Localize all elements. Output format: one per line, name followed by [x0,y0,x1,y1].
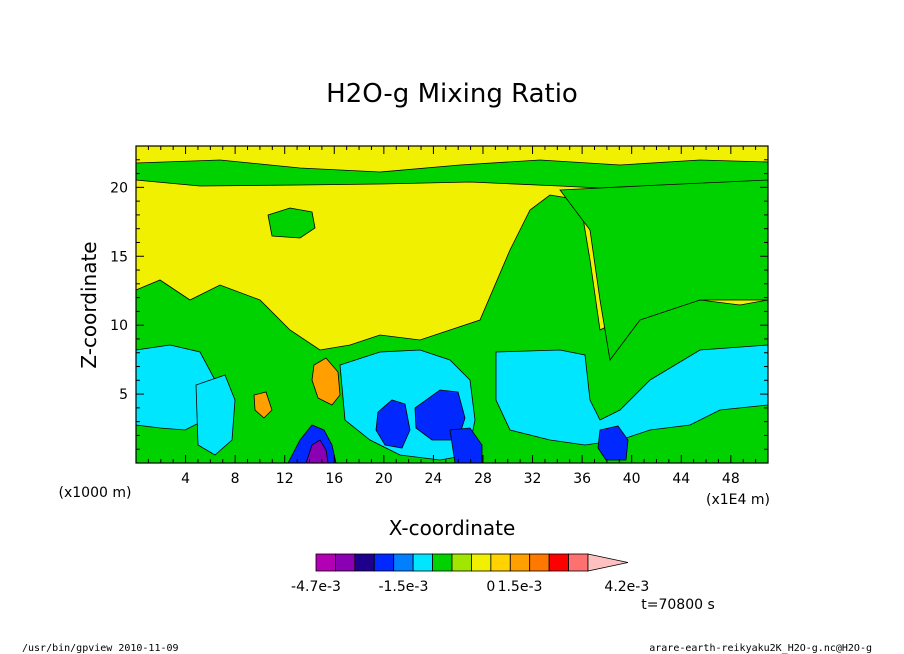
cyan-left-mid [195,374,236,456]
green-small-patch [267,207,316,239]
blue-right [597,425,629,461]
colorbar-segment [432,553,453,572]
orange-core [311,357,341,406]
colorbar-label: -4.7e-3 [291,579,341,595]
x-tick-label: 48 [722,471,740,487]
colorbar-segment [471,553,492,572]
colorbar-segment [335,553,356,572]
x-tick-label: 4 [181,471,190,487]
colorbar-segment [412,553,433,572]
colorbar-segment [373,553,395,572]
x-unit-left: (x1000 m) [59,485,132,501]
chart-title: H2O-g Mixing Ratio [326,79,578,109]
x-tick-label: 40 [623,471,641,487]
plot-area [135,145,769,464]
orange-small [253,391,273,419]
y-tick-label: 5 [119,387,128,403]
x-tick-label: 20 [375,471,393,487]
colorbar-label: -1.5e-3 [378,579,428,595]
x-tick-label: 16 [325,471,343,487]
colorbar-label: 1.5e-3 [498,579,543,595]
colorbar-segment [451,553,472,572]
colorbar-segment [354,553,375,572]
colorbar-segment [509,553,531,572]
footer-right-note: arare-earth-reikyaku2K_H2O-g.nc@H2O-g [649,643,872,654]
colorbar-segment [315,553,336,572]
colorbar-label: 0 [486,579,495,595]
colorbar-arrow [587,553,629,572]
y-axis-title: Z-coordinate [77,241,101,368]
colorbar: -4.7e-3 -1.5e-3 0 1.5e-3 4.2e-3 [291,553,649,595]
green-right-column [559,179,769,361]
x-tick-label: 8 [231,471,240,487]
colorbar-segment [529,553,550,572]
x-unit-right: (x1E4 m) [706,492,770,508]
time-label: t=70800 s [641,597,715,613]
x-tick-label: 28 [474,471,492,487]
x-tick-label: 12 [276,471,294,487]
footer-left-note: /usr/bin/gpview 2010-11-09 [22,643,179,654]
colorbar-segment [490,553,511,572]
x-axis-title: X-coordinate [389,516,516,540]
y-tick-label: 10 [110,318,128,334]
colorbar-segment [568,553,589,572]
plot-frame [135,145,769,464]
x-tick-label: 24 [424,471,442,487]
colorbar-segment [548,553,569,572]
x-tick-label: 32 [524,471,542,487]
x-tick-label: 36 [573,471,591,487]
blue-center-1 [375,399,411,449]
green-lower-band [135,194,769,464]
colorbar-segment [393,553,414,572]
y-tick-label: 15 [110,249,128,265]
blue-center-3 [449,427,483,464]
x-tick-label: 44 [672,471,690,487]
colorbar-label: 4.2e-3 [604,579,649,595]
y-tick-label: 20 [110,180,128,196]
